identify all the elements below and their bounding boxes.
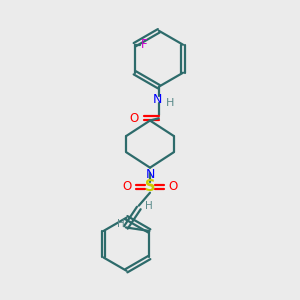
Text: F: F (141, 38, 148, 51)
Text: N: N (145, 168, 155, 181)
Text: H: H (145, 201, 153, 211)
Text: O: O (169, 180, 178, 193)
Text: N: N (153, 93, 162, 106)
Text: O: O (122, 180, 131, 193)
Text: S: S (145, 179, 155, 194)
Text: H: H (166, 98, 175, 109)
Text: H: H (117, 219, 124, 229)
Text: O: O (129, 112, 138, 125)
